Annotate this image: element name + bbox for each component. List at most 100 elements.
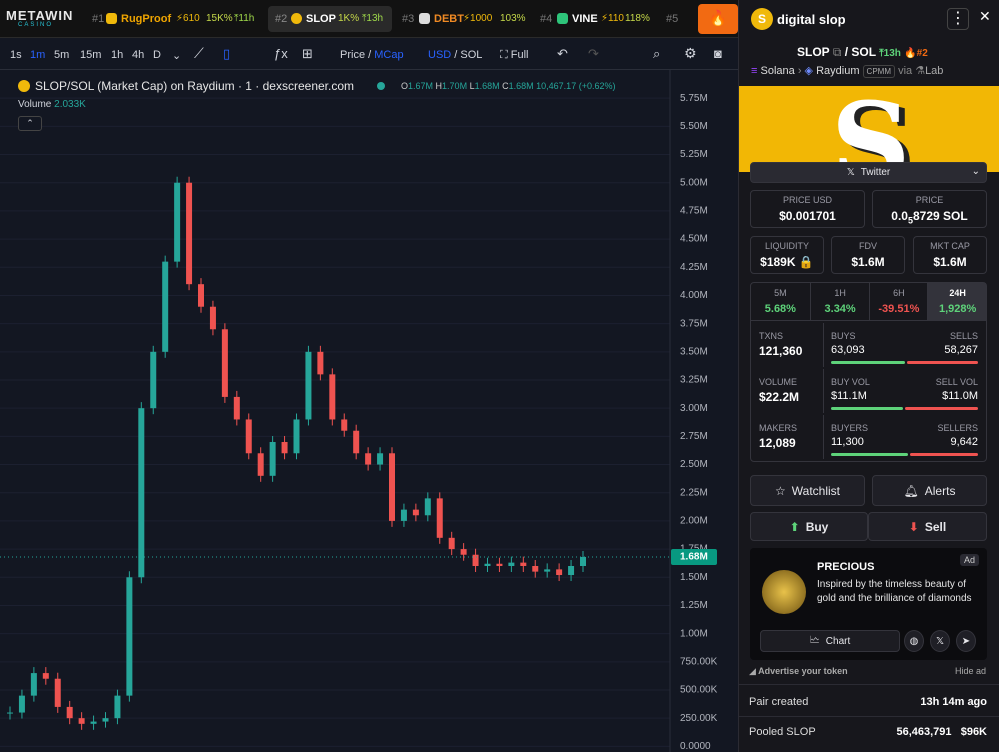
- advertise-link[interactable]: ◢ Advertise your token: [749, 666, 848, 676]
- watchlist-button[interactable]: ☆ Watchlist: [750, 475, 865, 506]
- timeframe-label[interactable]: 5M: [774, 288, 787, 298]
- candle-icon[interactable]: ▯: [223, 46, 231, 61]
- line-tool-icon[interactable]: ⟋: [194, 45, 204, 61]
- o-label: O: [401, 81, 409, 91]
- chart-title: SLOP/SOL (Market Cap) on Raydium · 1 · d…: [35, 79, 355, 93]
- interval[interactable]: 5m: [54, 49, 70, 61]
- screenshot[interactable]: ◙: [714, 46, 722, 61]
- ad-web[interactable]: ◍: [904, 630, 924, 652]
- interval[interactable]: D: [153, 49, 161, 61]
- copy-icon[interactable]: ⧉: [832, 45, 842, 59]
- settings[interactable]: ⚙: [684, 45, 697, 61]
- candle: [424, 498, 431, 516]
- undo[interactable]: ↶: [557, 46, 568, 61]
- menu-button[interactable]: ⋮: [947, 8, 969, 30]
- token-name[interactable]: DEBT: [434, 13, 464, 25]
- timeframe-change: 1,928%: [938, 303, 977, 315]
- buy-label[interactable]: Buy: [805, 519, 829, 534]
- candle: [293, 419, 300, 454]
- sell-label[interactable]: Sell: [924, 519, 947, 534]
- info-label: Pair created: [749, 696, 809, 708]
- close-button[interactable]: ✕: [979, 8, 991, 24]
- buy-button[interactable]: ⬆ Buy: [750, 512, 868, 541]
- price-option[interactable]: Price: [340, 49, 366, 61]
- timeframes: 5M 5.68% 1H 3.34% 6H -39.51% 24H 1,928%: [751, 283, 986, 321]
- last-price-label: 1.68M: [680, 552, 708, 563]
- alerts-label[interactable]: Alerts: [924, 483, 956, 498]
- twitter-link[interactable]: 𝕏 Twitter ⌄: [750, 162, 987, 183]
- token-name[interactable]: SLOP: [306, 13, 336, 25]
- timeframe[interactable]: 5M 5.68%: [751, 283, 810, 321]
- interval[interactable]: 15m: [80, 49, 102, 61]
- age: ⤒13h: [879, 48, 901, 59]
- candle: [400, 509, 407, 521]
- interval[interactable]: 1m: [30, 49, 46, 61]
- indicator-icon[interactable]: ƒx: [274, 46, 288, 61]
- search[interactable]: ⌕: [653, 46, 661, 61]
- interval[interactable]: 1h: [111, 49, 124, 61]
- interval-menu[interactable]: ⌄: [172, 50, 182, 62]
- dex[interactable]: Raydium: [816, 65, 860, 77]
- mcap: $1.6M: [933, 255, 967, 269]
- layout-icon[interactable]: ⊞: [302, 46, 313, 61]
- interval[interactable]: 1s: [10, 49, 22, 61]
- boosts-value: 110: [608, 13, 624, 24]
- redo[interactable]: ↷: [588, 46, 599, 61]
- watchlist-label[interactable]: Watchlist: [791, 483, 840, 498]
- timeframe[interactable]: 24H 1,928%: [927, 283, 986, 321]
- token-name[interactable]: RugProof: [121, 13, 172, 25]
- candle: [150, 351, 157, 409]
- ad-telegram[interactable]: ➤: [956, 630, 976, 652]
- sol-option[interactable]: SOL: [460, 49, 483, 61]
- advertise-label[interactable]: Advertise your token: [758, 666, 848, 676]
- currency-toggle[interactable]: USD / SOL: [428, 49, 483, 61]
- token-icon: [106, 13, 117, 24]
- chain[interactable]: Solana: [760, 65, 795, 77]
- launchpad[interactable]: Lab: [925, 65, 944, 77]
- active-trend[interactable]: [268, 6, 392, 32]
- alerts-button[interactable]: 🔔︎ Alerts: [872, 475, 987, 506]
- y-tick-label: 5.50M: [680, 121, 708, 132]
- timeframe-label[interactable]: 24H: [949, 288, 966, 298]
- sell-button[interactable]: ⬇ Sell: [868, 512, 987, 541]
- expand[interactable]: ⌄: [971, 166, 980, 177]
- hide-ad[interactable]: Hide ad: [954, 666, 986, 676]
- y-tick-label: 3.25M: [680, 375, 708, 386]
- timeframe-label[interactable]: 6H: [893, 288, 905, 298]
- candle: [532, 566, 539, 572]
- candle: [508, 562, 515, 566]
- stat-value: 58,267: [944, 344, 978, 356]
- y-tick-label: 5.00M: [680, 177, 708, 188]
- ratio-bar-sell: [910, 453, 978, 456]
- change: 15K%: [206, 13, 233, 24]
- candle: [186, 182, 193, 285]
- timeframe-label[interactable]: 1H: [834, 288, 846, 298]
- mcap-option[interactable]: MCap: [374, 49, 404, 61]
- logo[interactable]: METAWIN: [6, 8, 74, 23]
- ad-chart-label[interactable]: Chart: [825, 635, 851, 647]
- interval[interactable]: 4h: [132, 49, 145, 61]
- stat-value: 12,089: [759, 436, 796, 450]
- banner-logo: S: [831, 86, 911, 172]
- info-value: 56,463,791 $96K: [896, 726, 987, 738]
- timeframe[interactable]: 6H -39.51%: [868, 283, 928, 321]
- ad-chart-button[interactable]: 🗠 Chart: [760, 630, 900, 652]
- fire-button[interactable]: 🔥: [698, 4, 738, 34]
- candle: [54, 678, 61, 707]
- usd-option[interactable]: USD: [428, 49, 452, 61]
- full-label[interactable]: Full: [510, 49, 529, 61]
- collapse-button[interactable]: ⌃: [18, 116, 42, 131]
- price-toggle[interactable]: Price / MCap: [340, 49, 404, 61]
- twitter-label[interactable]: Twitter: [860, 167, 891, 178]
- token-name[interactable]: VINE: [572, 13, 598, 25]
- row-divider: [823, 369, 824, 413]
- fullscreen[interactable]: ⛶ Full: [500, 49, 529, 61]
- ad-x[interactable]: 𝕏: [930, 630, 950, 652]
- h-label: H: [435, 81, 443, 91]
- ad-logo: [762, 570, 806, 614]
- timeframe[interactable]: 1H 3.34%: [809, 283, 869, 321]
- candle: [365, 453, 372, 465]
- row-divider: [823, 415, 824, 459]
- chevron: ›: [797, 65, 802, 77]
